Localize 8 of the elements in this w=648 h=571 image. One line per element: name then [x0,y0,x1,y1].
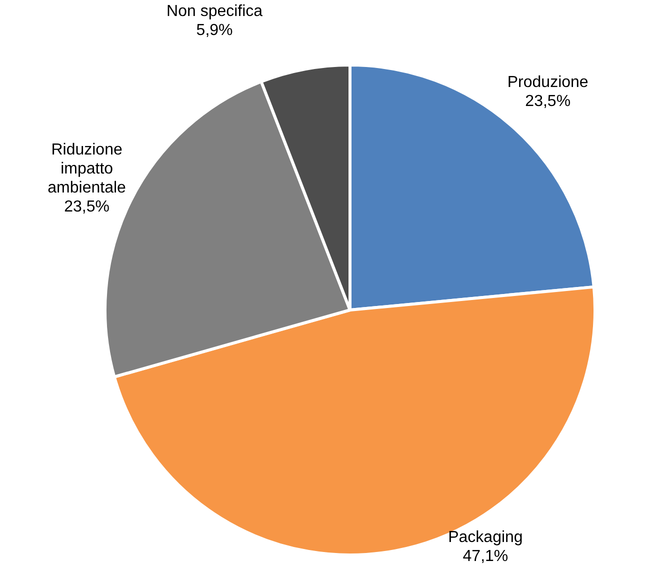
slice-label: Riduzione impatto ambientale [48,142,126,197]
slice-label: Produzione [507,74,588,92]
data-label: 23,5% [64,198,110,216]
slice-label: Packaging [448,529,523,546]
data-label: 47,1% [462,548,508,566]
data-label: 23,5% [525,93,571,110]
data-label: 5,9% [196,22,233,40]
slice-label: Non specifica [166,3,263,20]
